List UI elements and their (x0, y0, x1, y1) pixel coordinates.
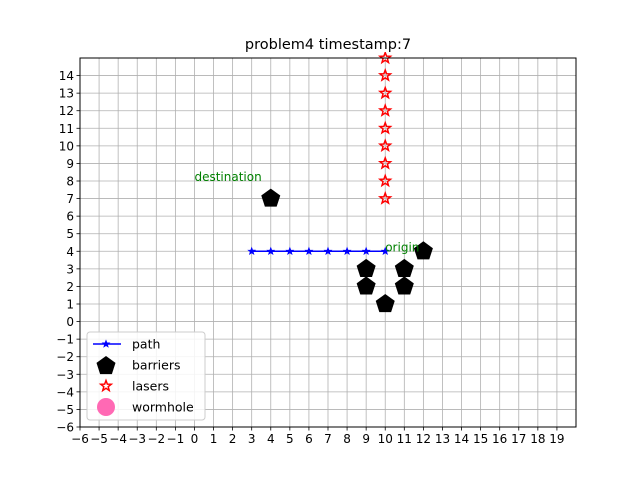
x-tick-label: 9 (362, 432, 370, 446)
legend-entry-barriers: barriers (96, 356, 180, 375)
laser-marker (377, 138, 393, 153)
path-point (285, 246, 295, 256)
x-tick-label: 15 (473, 432, 488, 446)
legend-entry-lasers: lasers (98, 378, 169, 394)
barrier-marker (261, 188, 281, 207)
barrier-marker (413, 241, 433, 260)
y-tick-label: 10 (59, 139, 74, 153)
x-tick-label: −2 (147, 432, 165, 446)
x-tick-label: 13 (435, 432, 450, 446)
x-tick-label: 19 (549, 432, 564, 446)
y-tick-label: 12 (59, 104, 74, 118)
y-tick-label: −4 (56, 385, 74, 399)
y-tick-label: 4 (66, 245, 74, 259)
grid (79, 58, 576, 428)
annotation-layer: destination origin (194, 170, 419, 254)
x-tick-label: 11 (397, 432, 412, 446)
y-tick-label: 7 (66, 192, 74, 206)
legend-label: path (132, 337, 160, 352)
y-tick-label: 1 (66, 298, 74, 312)
legend: path barriers lasers wormhole (86, 331, 206, 421)
legend-entry-wormhole: wormhole (97, 398, 194, 416)
x-tick-label: 2 (229, 432, 237, 446)
laser-marker (377, 120, 393, 135)
barrier-marker (394, 258, 414, 277)
path-point (361, 246, 371, 256)
x-tick-label: 10 (378, 432, 393, 446)
x-tick-label: −5 (90, 432, 108, 446)
legend-label: wormhole (132, 400, 194, 415)
path-point (247, 246, 257, 256)
series-lasers (377, 52, 393, 205)
y-tick-label: −3 (56, 368, 74, 382)
path-point (323, 246, 333, 256)
laser-marker (377, 155, 393, 170)
y-tick-label: −5 (56, 403, 74, 417)
legend-label: lasers (132, 379, 169, 394)
laser-marker (377, 85, 393, 100)
laser-marker (377, 52, 393, 65)
y-tick-label: 11 (59, 122, 74, 136)
y-tick-label: 6 (66, 210, 74, 224)
series-layer (247, 52, 433, 313)
x-tick-label: 1 (210, 432, 218, 446)
y-tick-label: −1 (56, 333, 74, 347)
legend-path-icon (101, 339, 111, 348)
y-tick-label: −6 (56, 421, 74, 435)
x-tick-label: 8 (343, 432, 351, 446)
legend-entry-path: path (93, 337, 160, 352)
x-tick-label: 0 (191, 432, 199, 446)
chart-title: problem4 timestamp:7 (245, 37, 411, 53)
series-barriers (261, 188, 433, 313)
x-tick-label: 16 (492, 432, 507, 446)
y-tick-label: 14 (59, 69, 74, 83)
x-tick-label: 18 (530, 432, 545, 446)
laser-marker (377, 67, 393, 82)
x-tick-label: 7 (324, 432, 332, 446)
x-tick-label: 6 (305, 432, 313, 446)
laser-marker (377, 103, 393, 117)
y-tick-label: 0 (66, 315, 74, 329)
legend-star-icon (98, 378, 114, 393)
y-tick-label: 8 (66, 175, 74, 189)
path-point (380, 246, 390, 256)
x-tick-label: 17 (511, 432, 526, 446)
legend-label: barriers (132, 358, 180, 373)
x-tick-label: −4 (109, 432, 127, 446)
y-tick-label: 5 (66, 227, 74, 241)
annotation-label: origin (385, 240, 419, 254)
legend-box (86, 331, 206, 421)
legend-pentagon-icon (96, 356, 116, 375)
x-tick-label: 12 (416, 432, 431, 446)
y-tick-label: 9 (66, 157, 74, 171)
barrier-marker (356, 276, 376, 295)
barrier-marker (375, 294, 395, 313)
y-tick-label: 13 (59, 87, 74, 101)
legend-circle-icon (97, 398, 115, 416)
x-axis: −6 −5 −4 −3 −2 −1 0 1 2 3 4 5 6 7 8 9 10 11 12 13 14 15 16 17 18… (71, 427, 565, 446)
x-tick-label: −1 (167, 432, 185, 446)
x-tick-label: 14 (454, 432, 469, 446)
path-point (342, 246, 352, 256)
y-tick-label: 3 (66, 262, 74, 276)
x-tick-label: 4 (267, 432, 275, 446)
y-tick-label: −2 (56, 350, 74, 364)
x-tick-label: 3 (248, 432, 256, 446)
x-tick-label: 5 (286, 432, 294, 446)
y-tick-label: 2 (66, 280, 74, 294)
laser-marker (377, 173, 393, 188)
barrier-marker (394, 276, 414, 295)
x-tick-label: −6 (71, 432, 89, 446)
annotation-label: destination (194, 170, 261, 184)
path-point (266, 246, 276, 256)
barrier-marker (356, 258, 376, 277)
x-tick-label: −3 (128, 432, 146, 446)
laser-marker (377, 190, 393, 205)
path-point (304, 246, 314, 256)
series-path (247, 246, 390, 256)
